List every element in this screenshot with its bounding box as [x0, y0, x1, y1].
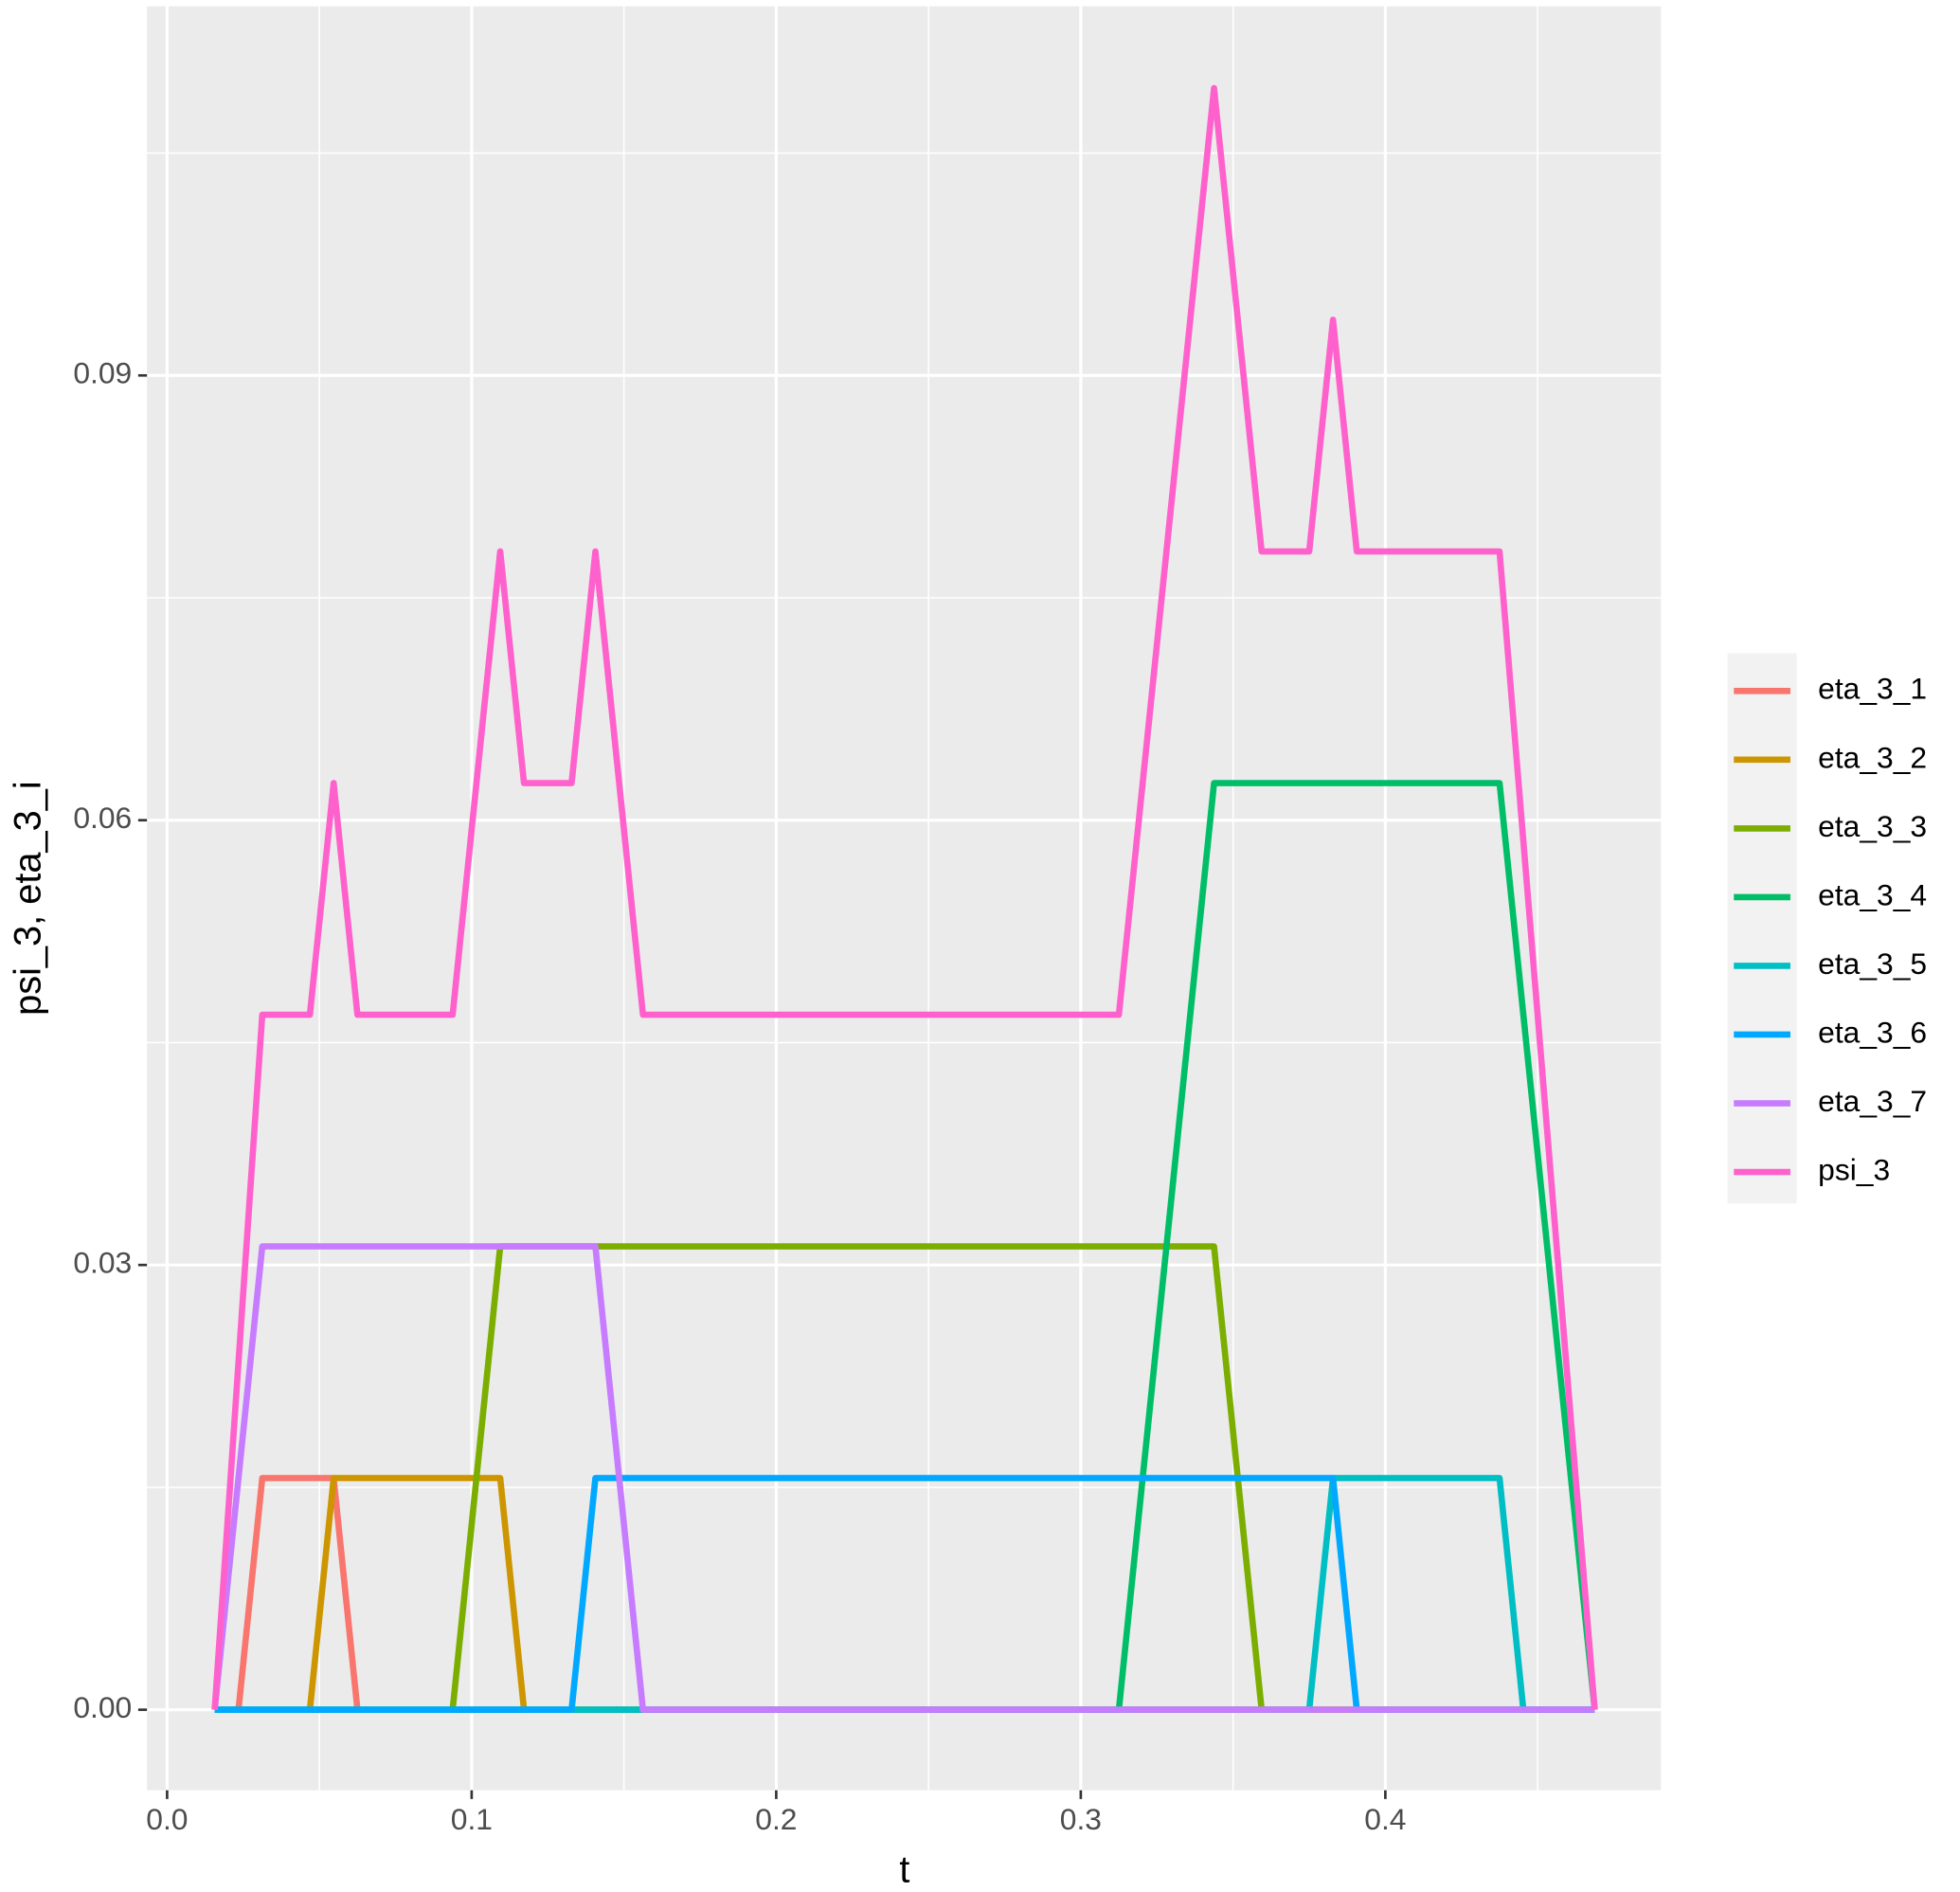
series-line	[211, 84, 1598, 1710]
x-tick-label: 0.3	[1060, 1802, 1102, 1836]
y-tick-label: 0.00	[73, 1690, 132, 1724]
series-line	[211, 1243, 1595, 1713]
x-axis-title: t	[899, 1848, 909, 1890]
legend-background	[1727, 653, 1797, 1204]
y-tick-label: 0.03	[73, 1246, 132, 1280]
x-tick-label: 0.2	[755, 1802, 797, 1836]
legend-label: eta_3_3	[1818, 809, 1927, 843]
legend-label: eta_3_1	[1818, 672, 1927, 706]
legend-label: eta_3_2	[1818, 740, 1927, 774]
x-tick-label: 0.4	[1364, 1802, 1406, 1836]
panel	[147, 6, 1662, 1791]
y-tick-label: 0.06	[73, 801, 132, 835]
legend-label: eta_3_5	[1818, 946, 1927, 981]
legend-label: eta_3_7	[1818, 1084, 1927, 1118]
x-tick-label: 0.1	[451, 1802, 493, 1836]
x-tick-label: 0.0	[146, 1802, 188, 1836]
legend-label: eta_3_6	[1818, 1015, 1927, 1049]
legend-label: psi_3	[1818, 1152, 1890, 1186]
legend-label: eta_3_4	[1818, 877, 1927, 911]
y-tick-label: 0.09	[73, 356, 132, 390]
y-axis-title: psi_3, eta_3_i	[7, 781, 48, 1016]
series-line	[214, 1474, 1595, 1713]
